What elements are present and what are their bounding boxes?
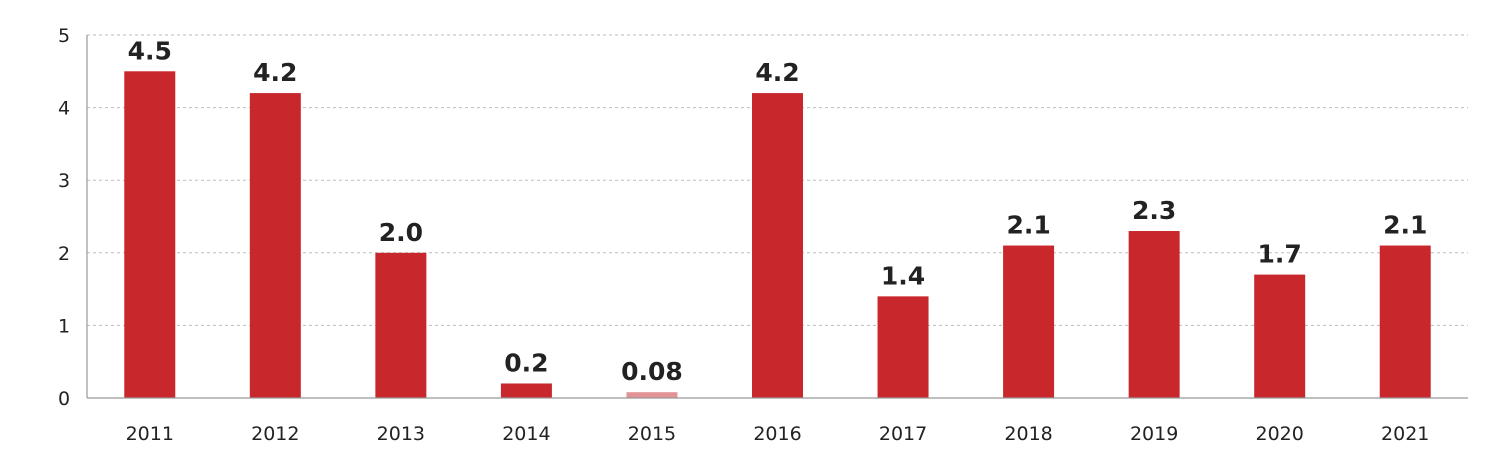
data-labels: 4.5 4.2 2.0 0.2 0.08 4.2 1.4 2.1 2.3 1.7 2.1 bbox=[128, 36, 1428, 386]
bar bbox=[124, 71, 176, 399]
bar bbox=[877, 296, 929, 398]
x-tick-label: 2012 bbox=[251, 423, 299, 445]
x-tick-label: 2011 bbox=[126, 423, 174, 445]
data-label: 1.4 bbox=[881, 261, 925, 290]
bar bbox=[752, 93, 803, 398]
data-label: 0.08 bbox=[621, 357, 683, 386]
y-axis-ticks: 0 1 2 3 4 5 bbox=[58, 25, 70, 410]
bar bbox=[249, 93, 301, 398]
x-tick-label: 2021 bbox=[1381, 423, 1429, 445]
x-axis-ticks: 2011 2012 2013 2014 2015 2016 2017 2018 2019 2020… bbox=[126, 423, 1430, 445]
data-label: 2.1 bbox=[1383, 211, 1427, 240]
y-tick-label: 1 bbox=[58, 315, 70, 337]
bar bbox=[375, 252, 427, 398]
x-tick-label: 2019 bbox=[1130, 423, 1178, 445]
bar bbox=[626, 392, 678, 398]
bar bbox=[500, 383, 552, 398]
x-tick-label: 2013 bbox=[377, 423, 425, 445]
y-tick-label: 4 bbox=[58, 98, 70, 120]
data-label: 2.0 bbox=[379, 218, 423, 247]
bar bbox=[1128, 231, 1180, 398]
y-tick-label: 0 bbox=[58, 388, 70, 410]
data-label: 4.2 bbox=[253, 58, 297, 87]
axes bbox=[86, 35, 1468, 399]
x-tick-label: 2014 bbox=[502, 423, 550, 445]
y-tick-label: 2 bbox=[58, 243, 70, 265]
bar bbox=[1379, 245, 1431, 398]
data-label: 0.2 bbox=[504, 348, 548, 377]
bars bbox=[124, 71, 1431, 399]
x-tick-label: 2018 bbox=[1004, 423, 1052, 445]
bar bbox=[1003, 245, 1055, 398]
data-label: 2.3 bbox=[1132, 196, 1176, 225]
data-label: 4.5 bbox=[128, 36, 172, 65]
y-tick-label: 5 bbox=[58, 25, 70, 47]
x-tick-label: 2016 bbox=[753, 423, 801, 445]
bar bbox=[1254, 274, 1306, 398]
y-tick-label: 3 bbox=[58, 170, 70, 192]
x-tick-label: 2015 bbox=[628, 423, 676, 445]
x-tick-label: 2020 bbox=[1256, 423, 1304, 445]
data-label: 1.7 bbox=[1258, 240, 1302, 269]
data-label: 2.1 bbox=[1006, 211, 1050, 240]
x-tick-label: 2017 bbox=[879, 423, 927, 445]
data-label: 4.2 bbox=[755, 58, 799, 87]
